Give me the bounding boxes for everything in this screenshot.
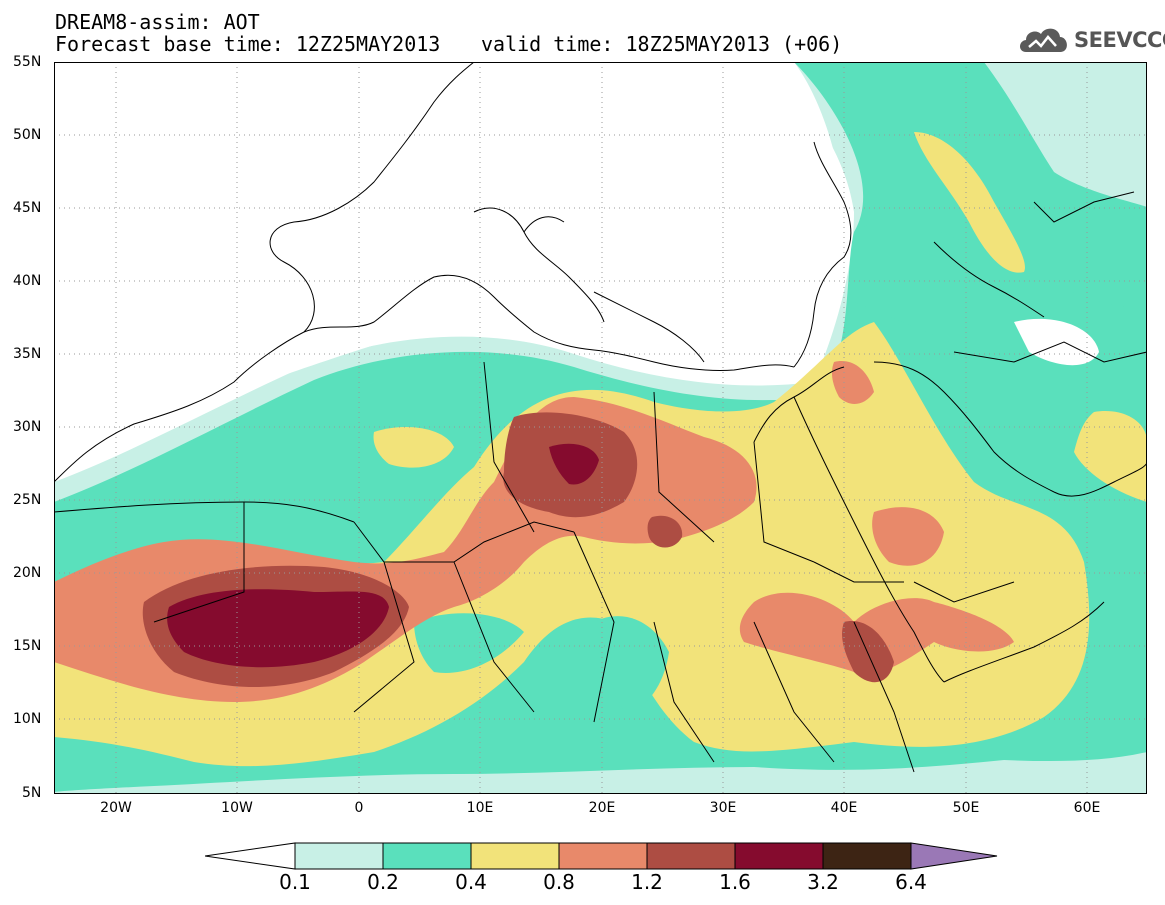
lat-label-40n: 40N [13, 273, 42, 289]
legend-bin-1.6 [734, 842, 824, 870]
color-legend [205, 842, 998, 870]
lat-label-15n: 15N [13, 638, 42, 654]
legend-label-0.2: 0.2 [367, 870, 399, 894]
map-title: DREAM8-assim: AOT [55, 10, 260, 34]
legend-bin-0.1 [294, 842, 384, 870]
lat-label-35n: 35N [13, 346, 42, 362]
legend-bin-1.2 [646, 842, 736, 870]
lon-label-10e: 10E [466, 800, 494, 816]
lon-label-20w: 20W [100, 800, 132, 816]
legend-label-0.1: 0.1 [279, 870, 311, 894]
legend-bin-0.2 [382, 842, 472, 870]
lat-label-25n: 25N [13, 492, 42, 508]
legend-bin-0.4 [470, 842, 560, 870]
aot-map [54, 62, 1147, 794]
legend-bin-0.8 [558, 842, 648, 870]
aot-level-1.6 [167, 589, 389, 668]
lon-label-20e: 20E [588, 800, 616, 816]
lon-label-0: 0 [354, 800, 364, 816]
graticule [54, 62, 1147, 794]
lat-label-10n: 10N [13, 711, 42, 727]
lat-label-55n: 55N [13, 54, 42, 70]
legend-label-3.2: 3.2 [807, 870, 839, 894]
legend-label-0.8: 0.8 [543, 870, 575, 894]
lon-label-50e: 50E [952, 800, 980, 816]
legend-label-1.2: 1.2 [631, 870, 663, 894]
logo-text: SEEVCCC [1074, 28, 1165, 52]
lon-label-60e: 60E [1073, 800, 1101, 816]
legend-arrow-low [205, 842, 296, 870]
lon-label-30e: 30E [709, 800, 737, 816]
legend-arrow-high [910, 842, 998, 870]
lat-label-50n: 50N [13, 127, 42, 143]
forecast-base-time: Forecast base time: 12Z25MAY2013 [55, 32, 441, 56]
valid-time: valid time: 18Z25MAY2013 (+06) [481, 32, 843, 56]
lat-label-30n: 30N [13, 419, 42, 435]
legend-label-6.4: 6.4 [895, 870, 927, 894]
cloud-icon [1020, 28, 1067, 52]
lon-label-40e: 40E [830, 800, 858, 816]
seevccc-logo: SEEVCCC [1016, 22, 1165, 58]
coastlines [54, 62, 1147, 773]
lon-label-10w: 10W [221, 800, 253, 816]
legend-label-0.4: 0.4 [455, 870, 487, 894]
lat-label-5n: 5N [22, 785, 42, 801]
lat-label-20n: 20N [13, 565, 42, 581]
legend-label-1.6: 1.6 [719, 870, 751, 894]
legend-bin-3.2 [822, 842, 912, 870]
lat-label-45n: 45N [13, 200, 42, 216]
